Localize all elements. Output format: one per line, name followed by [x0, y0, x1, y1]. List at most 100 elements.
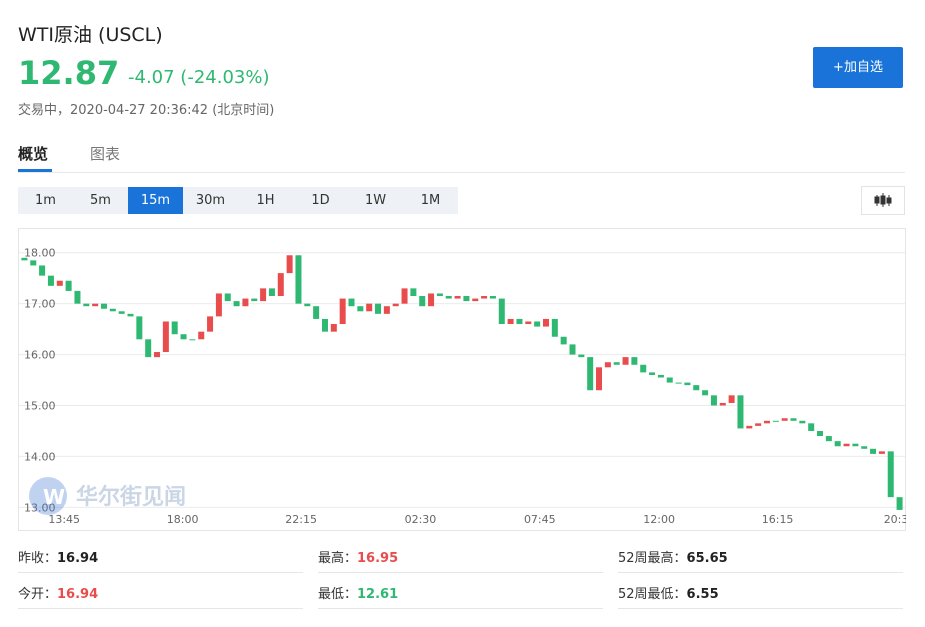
candle [171, 321, 178, 335]
candle [790, 418, 797, 421]
candle [666, 377, 673, 383]
x-tick-label: 02:30 [405, 513, 437, 526]
stat-divider [18, 608, 303, 609]
y-tick-label: 15.00 [24, 400, 56, 413]
candle [207, 316, 214, 332]
candle [825, 436, 832, 442]
candle [21, 257, 28, 261]
price-chart: 13.00 14.00 15.00 16.00 17.00 18.00 13:45 18:00… [18, 228, 906, 531]
candle [224, 293, 231, 302]
stat-value: 16.94 [57, 551, 99, 566]
stat-divider [618, 572, 903, 573]
tab[interactable]: 概览 [18, 145, 49, 163]
candle [436, 293, 443, 297]
candle [896, 497, 903, 510]
candle [622, 357, 629, 365]
stat: 今开：16.94 [18, 583, 98, 602]
candle [710, 395, 717, 406]
x-tick-label: 18:00 [167, 513, 199, 526]
stat: 最高：16.95 [318, 547, 398, 566]
interval-button[interactable]: 1D [311, 193, 330, 208]
candle [542, 318, 549, 327]
x-tick-label: 12:00 [643, 513, 675, 526]
y-tick-label: 18.00 [24, 247, 56, 260]
candle [578, 354, 585, 358]
candle [268, 288, 275, 297]
interval-button[interactable]: 15m [128, 187, 183, 214]
y-tick-label: 13.00 [24, 501, 56, 514]
stat-divider [318, 572, 603, 573]
candle [640, 364, 647, 373]
candle [507, 318, 514, 325]
candle [74, 290, 81, 304]
stat-value: 12.61 [357, 587, 399, 602]
candle [693, 385, 700, 391]
y-tick-label: 16.00 [24, 349, 56, 362]
candle [154, 352, 161, 358]
y-tick-label: 14.00 [24, 450, 56, 463]
candle [136, 316, 143, 340]
candle [702, 390, 709, 396]
interval-button[interactable]: 1M [420, 193, 441, 208]
watermark-text: 华尔街见闻 [76, 484, 186, 510]
candle [454, 296, 461, 299]
interval-button[interactable]: 30m [195, 193, 226, 208]
candle [516, 318, 523, 325]
candle [657, 374, 664, 378]
stat-value: 16.94 [57, 587, 99, 602]
interval-button[interactable]: 1m [35, 193, 56, 208]
stat-divider [618, 608, 903, 609]
candle [357, 306, 364, 312]
candle [118, 311, 125, 314]
watermark: W 华尔街见闻 [29, 477, 186, 515]
interval-button[interactable]: 1W [364, 193, 387, 208]
candle [525, 321, 532, 325]
candle [375, 303, 382, 314]
candle [242, 298, 249, 307]
candle [887, 451, 894, 498]
candle [445, 296, 452, 299]
stat-divider [18, 572, 303, 573]
chart-type-button[interactable] [861, 186, 905, 215]
candle [428, 293, 435, 307]
candle [56, 280, 63, 286]
watermark-logo [29, 477, 67, 515]
candle [330, 324, 337, 332]
candle [92, 303, 99, 307]
tab[interactable]: 图表 [90, 145, 121, 163]
candle [808, 423, 815, 431]
candle [295, 255, 302, 304]
candle [631, 357, 638, 365]
stat-label: 最低： [318, 587, 358, 602]
candle [843, 443, 850, 447]
candle [419, 296, 426, 307]
candle [392, 303, 399, 307]
candle [755, 423, 762, 426]
candle [277, 273, 284, 297]
x-tick-label: 20:3 [884, 513, 906, 526]
candle [65, 280, 72, 291]
candle [852, 443, 859, 447]
stat-value: 65.65 [686, 551, 728, 566]
candle [746, 425, 753, 429]
candle [489, 296, 496, 299]
interval-button[interactable]: 1H [256, 193, 275, 208]
candle [189, 339, 196, 341]
candle [304, 303, 311, 307]
candle [233, 301, 240, 307]
divider [18, 172, 905, 173]
stat-label: 今开： [18, 587, 58, 602]
candle [799, 420, 806, 424]
stat: 昨收：16.94 [18, 547, 98, 566]
add-watchlist-button[interactable]: +加自选 [813, 47, 903, 88]
candle [675, 382, 682, 384]
candle [498, 298, 505, 325]
candle [348, 298, 355, 307]
candle [109, 308, 116, 312]
interval-button[interactable]: 5m [90, 193, 111, 208]
candle [162, 321, 169, 353]
stat-divider [318, 608, 603, 609]
stat: 52周最低：6.55 [618, 583, 719, 602]
candle [551, 318, 558, 337]
